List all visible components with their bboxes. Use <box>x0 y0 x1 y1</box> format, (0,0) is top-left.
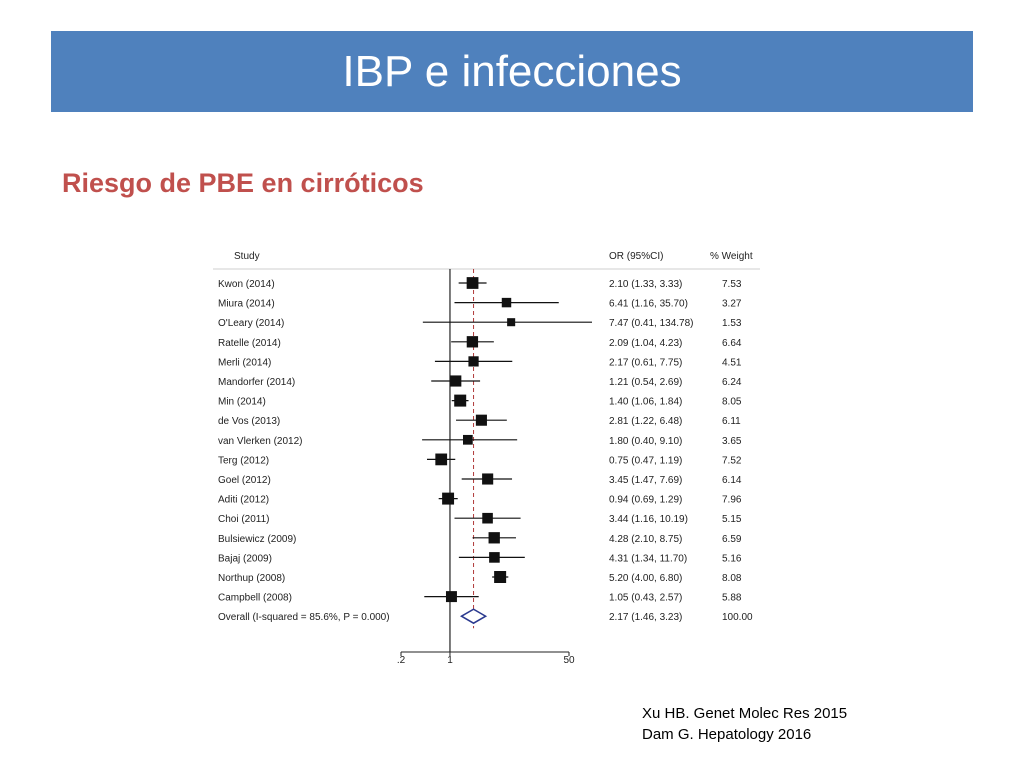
study-label: Miura (2014) <box>218 299 275 310</box>
reference-1: Xu HB. Genet Molec Res 2015 <box>642 705 848 722</box>
study-label: Bulsiewicz (2009) <box>218 534 296 545</box>
x-tick-label: 1 <box>447 655 453 666</box>
overall-diamond <box>459 608 488 625</box>
study-label: Bajaj (2009) <box>218 553 272 564</box>
study-or-ci: 0.75 (0.47, 1.19) <box>609 455 682 466</box>
study-label: Min (2014) <box>218 397 266 408</box>
effect-box <box>482 512 493 524</box>
effect-box <box>450 375 462 387</box>
study-label: van Vlerken (2012) <box>218 436 303 447</box>
study-label: Choi (2011) <box>218 514 270 525</box>
study-weight: 1.53 <box>722 318 742 329</box>
study-weight: 7.52 <box>722 455 742 466</box>
study-weight: 6.59 <box>722 534 742 545</box>
study-or-ci: 1.21 (0.54, 2.69) <box>609 377 682 388</box>
slide-title: IBP e infecciones <box>342 46 682 96</box>
header-study: Study <box>234 251 260 262</box>
study-or-ci: 6.41 (1.16, 35.70) <box>609 299 688 310</box>
effect-box <box>507 318 516 327</box>
study-label: Ratelle (2014) <box>218 338 281 349</box>
study-weight: 5.15 <box>722 514 742 525</box>
study-or-ci: 1.80 (0.40, 9.10) <box>609 436 682 447</box>
effect-box <box>482 473 494 485</box>
effect-box <box>466 277 479 289</box>
effect-box <box>501 297 512 308</box>
study-or-ci: 3.44 (1.16, 10.19) <box>609 514 688 525</box>
study-label: O'Leary (2014) <box>218 318 284 329</box>
forest-plot: Study OR (95%CI) % Weight Kwon (2014) 2.10 (… <box>213 251 760 666</box>
study-label: Northup (2008) <box>218 573 285 584</box>
study-or-ci: 1.05 (0.43, 2.57) <box>609 593 682 604</box>
study-weight: 6.11 <box>722 416 741 427</box>
study-or-ci: 4.28 (2.10, 8.75) <box>609 534 682 545</box>
slide-subtitle: Riesgo de PBE en cirróticos <box>62 168 424 198</box>
study-or-ci: 7.47 (0.41, 134.78) <box>609 318 694 329</box>
study-or-ci: 2.10 (1.33, 3.33) <box>609 279 682 290</box>
effect-box <box>442 492 455 505</box>
study-weight: 6.14 <box>722 475 742 486</box>
study-weight: 5.88 <box>722 593 742 604</box>
effect-box <box>488 532 500 544</box>
study-or-ci: 2.81 (1.22, 6.48) <box>609 416 682 427</box>
study-weight: 7.53 <box>722 279 742 290</box>
study-weight: 3.27 <box>722 299 742 310</box>
study-weight: 6.64 <box>722 338 742 349</box>
effect-box <box>475 414 487 426</box>
study-or-ci: 4.31 (1.34, 11.70) <box>609 553 687 564</box>
study-weight: 4.51 <box>722 357 742 368</box>
study-label: Terg (2012) <box>218 455 269 466</box>
overall-or-ci: 2.17 (1.46, 3.23) <box>609 612 682 623</box>
study-weight: 5.16 <box>722 553 742 564</box>
header-weight: % Weight <box>710 251 753 262</box>
study-label: de Vos (2013) <box>218 416 280 427</box>
effect-box <box>494 571 507 583</box>
overall-weight: 100.00 <box>722 612 753 623</box>
study-label: Campbell (2008) <box>218 593 292 604</box>
study-or-ci: 1.40 (1.06, 1.84) <box>609 397 682 408</box>
study-weight: 7.96 <box>722 495 742 506</box>
effect-box <box>489 552 500 563</box>
effect-box <box>435 453 448 466</box>
slide-title-bar: IBP e infecciones <box>51 31 973 112</box>
study-label: Mandorfer (2014) <box>218 377 295 388</box>
effect-box <box>463 434 473 445</box>
study-or-ci: 0.94 (0.69, 1.29) <box>609 495 682 506</box>
study-label: Kwon (2014) <box>218 279 275 290</box>
effect-box <box>445 591 457 603</box>
x-tick-label: 50 <box>563 655 575 666</box>
study-weight: 6.24 <box>722 377 742 388</box>
study-or-ci: 2.17 (0.61, 7.75) <box>609 357 682 368</box>
reference-2: Dam G. Hepatology 2016 <box>642 726 812 743</box>
study-or-ci: 5.20 (4.00, 6.80) <box>609 573 682 584</box>
references: Xu HB. Genet Molec Res 2015 Dam G. Hepat… <box>642 703 847 745</box>
study-weight: 8.08 <box>722 573 742 584</box>
study-or-ci: 3.45 (1.47, 7.69) <box>609 475 682 486</box>
overall-label: Overall (I-squared = 85.6%, P = 0.000) <box>218 612 390 623</box>
effect-box <box>454 394 467 407</box>
study-label: Goel (2012) <box>218 475 271 486</box>
effect-box <box>468 356 479 367</box>
study-weight: 3.65 <box>722 436 742 447</box>
study-or-ci: 2.09 (1.04, 4.23) <box>609 338 682 349</box>
x-tick-label: .2 <box>397 655 406 666</box>
study-label: Merli (2014) <box>218 357 271 368</box>
study-label: Aditi (2012) <box>218 495 269 506</box>
effect-box <box>466 336 479 348</box>
study-weight: 8.05 <box>722 397 742 408</box>
header-or: OR (95%CI) <box>609 251 663 262</box>
